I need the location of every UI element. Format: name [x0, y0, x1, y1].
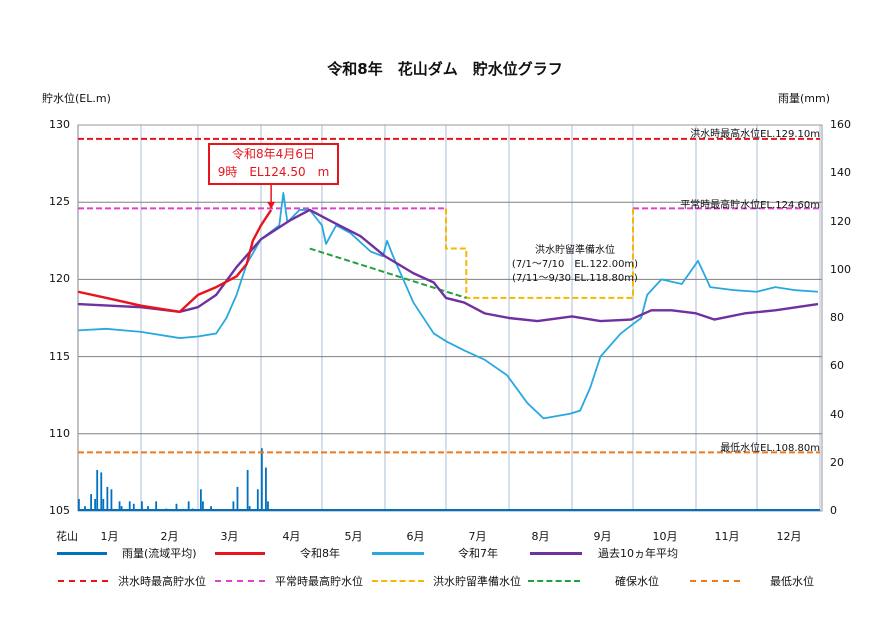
rainfall-bar: [187, 501, 190, 511]
series-line-2: [77, 209, 273, 314]
month-label: 8月: [531, 530, 550, 543]
legend-swatch-min: [690, 580, 740, 582]
y2-tick-label: 20: [830, 455, 844, 469]
chart-title: 令和8年 花山ダム 貯水位グラフ: [327, 60, 563, 78]
month-label: 1月: [100, 530, 119, 543]
legend-label-secure: 確保水位: [615, 575, 659, 588]
legend-swatch-flood-prep: [372, 580, 424, 582]
month-label: 2月: [160, 530, 179, 543]
legend-swatch-r7: [372, 552, 424, 555]
flood-max-label: 洪水時最高水位EL.129.10m: [690, 129, 820, 140]
rainfall-bar: [132, 503, 135, 511]
y-tick-label: 105: [49, 504, 70, 517]
y-tick-label: 120: [49, 272, 70, 286]
rainfall-bar: [248, 506, 251, 511]
ref-line-2: [444, 208, 634, 299]
y-tick-label: 115: [49, 349, 70, 363]
rainfall-bar: [106, 486, 109, 511]
legend-label-flood-max: 洪水時最高貯水位: [118, 575, 206, 588]
month-label: 5月: [344, 530, 363, 543]
rainfall-bar: [232, 501, 235, 511]
y-tick-label: 130: [49, 118, 70, 131]
flood-prep-label-line: (7/11～9/30 EL.118.80m): [512, 273, 638, 284]
legend-swatch-secure: [528, 580, 580, 582]
legend-label-rainfall: 雨量(流域平均): [122, 547, 197, 560]
month-label: 12月: [776, 530, 802, 543]
normal-max-label: 平常時最高貯水位EL.124.60m: [680, 200, 820, 211]
rainfall-bar: [260, 448, 263, 511]
rainfall-bar: [120, 506, 123, 511]
rainfall-bar: [90, 494, 92, 511]
legend-swatch-flood-max: [58, 580, 108, 582]
month-label: 10月: [652, 530, 678, 543]
series-line-1: [77, 208, 819, 323]
y2-tick-label: 40: [830, 407, 844, 421]
rainfall-bar: [246, 469, 249, 511]
rainfall-bar: [128, 501, 131, 511]
legend-label-min: 最低水位: [770, 575, 814, 588]
y2-tick-label: 140: [830, 166, 851, 180]
month-label: 11月: [714, 530, 740, 543]
legend-label-avg: 過去10ヵ年平均: [598, 547, 678, 560]
rainfall-bar: [236, 486, 239, 511]
rainfall-bar: [110, 489, 113, 511]
station-label: 花山: [56, 530, 78, 543]
flood-prep-label-line: 洪水貯留準備水位: [535, 245, 615, 256]
rainfall-bar: [100, 472, 103, 511]
y2-tick-label: 80: [830, 311, 844, 324]
rainfall-bar: [267, 501, 269, 511]
y2-tick-label: 100: [830, 262, 851, 276]
legend-swatch-normal-max: [215, 580, 265, 582]
annotation-box: 令和8年4月6日 9時 EL124.50 m: [208, 143, 339, 185]
rainfall-bar: [199, 489, 202, 511]
legend-swatch-rainfall: [57, 552, 107, 555]
ref-line-3: [309, 247, 467, 299]
rainfall-bar: [102, 498, 105, 511]
month-label: 9月: [593, 530, 612, 543]
legend-label-r8: 令和8年: [300, 547, 340, 560]
month-label: 4月: [282, 530, 301, 543]
y-axis-label: 貯水位(EL.m): [42, 92, 111, 105]
rainfall-bar: [265, 467, 267, 511]
legend-label-r7: 令和7年: [458, 547, 498, 560]
annotation-value: 9時 EL124.50 m: [217, 165, 330, 179]
y2-axis-label: 雨量(mm): [778, 92, 831, 105]
rainfall-bar: [147, 506, 149, 511]
annotation-date: 令和8年4月6日: [232, 147, 315, 161]
month-label: 3月: [220, 530, 239, 543]
rainfall-bar: [210, 506, 212, 511]
rainfall-bar: [96, 469, 99, 511]
series-line-0: [77, 192, 819, 420]
y2-tick-label: 60: [830, 359, 844, 373]
annotation-arrowhead: [267, 201, 276, 209]
y2-tick-label: 0: [830, 504, 837, 517]
y2-tick-label: 120: [830, 214, 851, 228]
rainfall-bar: [175, 503, 178, 511]
legend-swatch-r8: [215, 552, 265, 555]
flood-prep-label: 洪水貯留準備水位 (7/1～7/10 EL.122.00m) (7/11～9/3…: [500, 244, 650, 286]
y-tick-label: 110: [49, 426, 70, 440]
legend-swatch-avg: [530, 552, 582, 555]
rainfall-bar: [202, 501, 204, 511]
rainfall-bar: [78, 498, 80, 511]
y-tick-label: 125: [49, 195, 70, 209]
flood-prep-label-line: (7/1～7/10 EL.122.00m): [511, 259, 639, 270]
rainfall-bar: [84, 506, 86, 511]
rainfall-bar: [155, 501, 158, 511]
rainfall-bar: [256, 489, 259, 511]
legend-label-flood-prep: 洪水貯留準備水位: [433, 575, 521, 588]
legend-label-normal-max: 平常時最高貯水位: [275, 575, 363, 588]
rainfall-bar: [94, 498, 97, 511]
month-label: 6月: [406, 530, 425, 543]
y2-tick-label: 160: [830, 118, 851, 131]
month-label: 7月: [468, 530, 487, 543]
rainfall-bar: [118, 501, 121, 511]
min-level-label: 最低水位EL.108.80m: [720, 443, 820, 454]
rainfall-bar: [141, 501, 143, 511]
